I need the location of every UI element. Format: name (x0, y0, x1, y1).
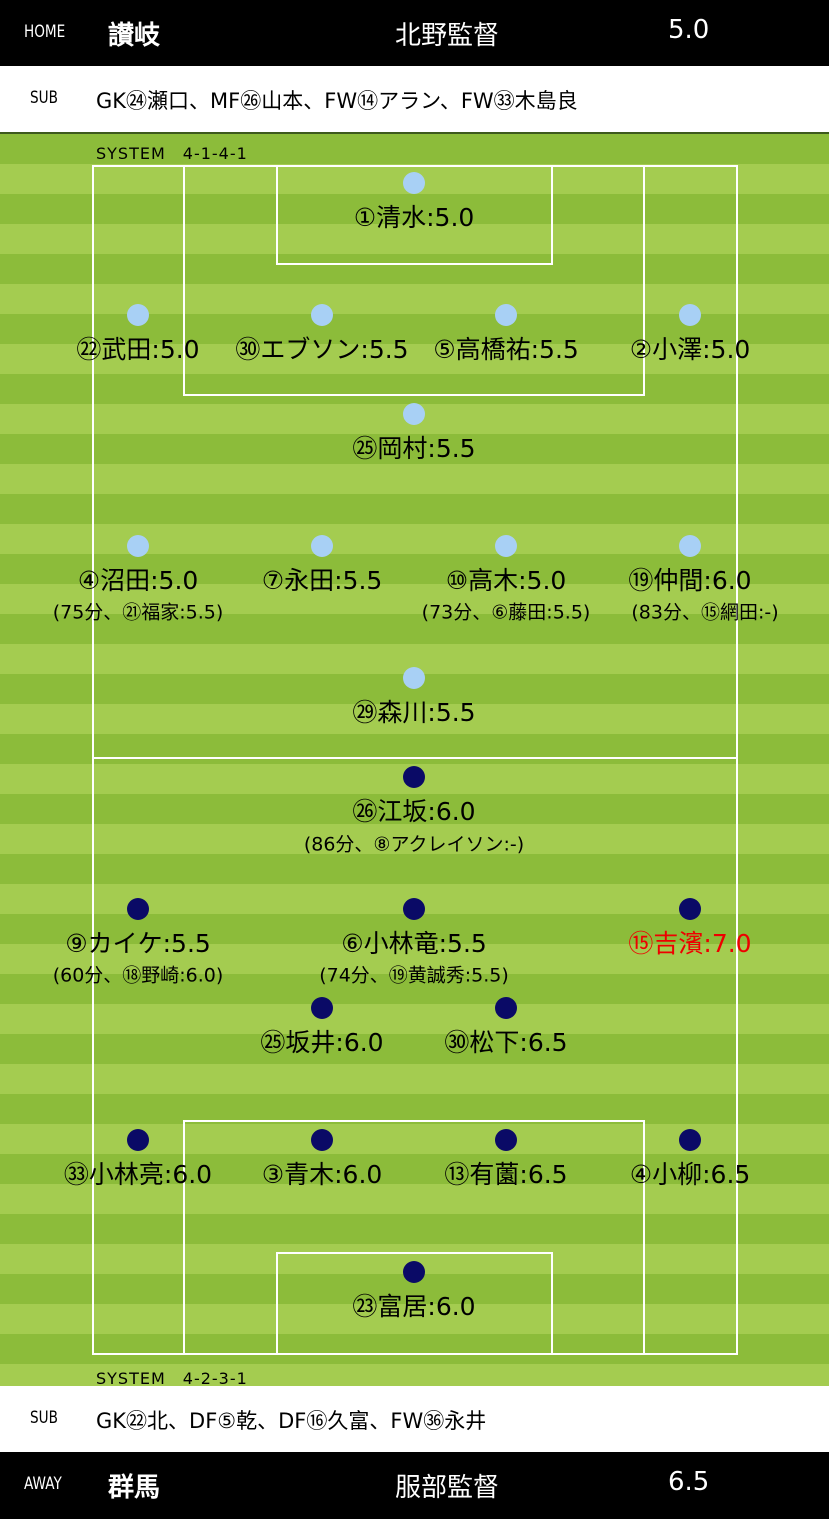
home-coach: 北野監督 (395, 21, 500, 51)
away-player-label: ⑮吉濱:7.0 (628, 929, 752, 958)
away-player-label: ㉖江坂:6.0 (352, 797, 476, 826)
away-sub-tag: SUB (30, 1408, 58, 1428)
halfway-line (92, 757, 738, 759)
away-player-marker (403, 898, 425, 920)
away-player-label: ③青木:6.0 (261, 1160, 383, 1189)
home-player-marker (679, 304, 701, 326)
away-player-label: ⑨カイケ:5.5 (65, 929, 211, 958)
away-team: 群馬 (108, 1473, 161, 1503)
away-player-marker (127, 1129, 149, 1151)
home-player-label: ㉙森川:5.5 (352, 698, 476, 727)
home-team: 讃岐 (108, 21, 161, 51)
home-player-marker (495, 535, 517, 557)
home-player-marker (495, 304, 517, 326)
away-player-label: ㉓富居:6.0 (352, 1292, 476, 1321)
away-rating: 6.5 (668, 1467, 710, 1497)
away-player-label: ④小柳:6.5 (629, 1160, 751, 1189)
home-player-label: ②小澤:5.0 (629, 335, 751, 364)
home-player-label: ㉚エブソン:5.5 (235, 335, 409, 364)
home-player-marker (127, 535, 149, 557)
home-player-label: ①清水:5.0 (353, 203, 475, 232)
away-player-marker (495, 1129, 517, 1151)
home-rating: 5.0 (668, 15, 710, 45)
away-system: SYSTEM 4-2-3-1 (96, 1369, 248, 1388)
home-player-label: ㉒武田:5.0 (76, 335, 200, 364)
home-player-marker (403, 667, 425, 689)
home-player-label: ④沼田:5.0 (77, 566, 199, 595)
home-player-marker (311, 535, 333, 557)
home-substitution-note: (83分、⑮網田:-) (631, 601, 779, 624)
home-tag: HOME (24, 22, 66, 42)
away-player-marker (495, 997, 517, 1019)
home-player-marker (679, 535, 701, 557)
away-player-marker (127, 898, 149, 920)
home-player-marker (311, 304, 333, 326)
home-player-label: ⑤高橋祐:5.5 (433, 335, 579, 364)
away-player-marker (403, 1261, 425, 1283)
away-player-label: ㉝小林亮:6.0 (63, 1160, 213, 1189)
home-player-marker (127, 304, 149, 326)
away-substitution-note: (60分、⑱野崎:6.0) (52, 964, 224, 987)
away-player-label: ㉕坂井:6.0 (260, 1028, 384, 1057)
away-coach: 服部監督 (395, 1473, 500, 1503)
home-player-label: ⑩高木:5.0 (445, 566, 567, 595)
away-player-marker (311, 997, 333, 1019)
away-substitution-note: (86分、⑧アクレイソン:-) (303, 833, 525, 856)
away-header: AWAY 群馬 服部監督 6.5 (0, 1452, 829, 1519)
away-subs: SUB GK㉒北、DF⑤乾、DF⑯久富、FW㊱永井 (0, 1386, 829, 1452)
away-substitution-note: (74分、⑲黄誠秀:5.5) (319, 964, 509, 987)
top-goal-box (276, 165, 553, 265)
home-substitution-note: (73分、⑥藤田:5.5) (421, 601, 591, 624)
pitch (0, 132, 829, 1386)
home-player-marker (403, 403, 425, 425)
away-player-marker (311, 1129, 333, 1151)
home-player-label: ⑲仲間:6.0 (628, 566, 752, 595)
away-player-marker (679, 898, 701, 920)
home-player-marker (403, 172, 425, 194)
away-player-label: ㉚松下:6.5 (444, 1028, 568, 1057)
home-player-label: ㉕岡村:5.5 (352, 434, 476, 463)
away-tag: AWAY (24, 1474, 62, 1494)
away-player-marker (679, 1129, 701, 1151)
home-sub-list: GK㉔瀬口、MF㉖山本、FW⑭アラン、FW㉝木島良 (96, 89, 578, 113)
bottom-goal-box (276, 1252, 553, 1355)
home-header: HOME 讃岐 北野監督 5.0 (0, 0, 829, 66)
home-substitution-note: (75分、㉑福家:5.5) (52, 601, 224, 624)
home-player-label: ⑦永田:5.5 (261, 566, 383, 595)
home-system: SYSTEM 4-1-4-1 (96, 144, 248, 163)
away-sub-list: GK㉒北、DF⑤乾、DF⑯久富、FW㊱永井 (96, 1409, 487, 1433)
home-sub-tag: SUB (30, 88, 58, 108)
away-player-label: ⑬有薗:6.5 (444, 1160, 568, 1189)
home-subs: SUB GK㉔瀬口、MF㉖山本、FW⑭アラン、FW㉝木島良 (0, 66, 829, 132)
away-player-marker (403, 766, 425, 788)
away-player-label: ⑥小林竜:5.5 (341, 929, 487, 958)
